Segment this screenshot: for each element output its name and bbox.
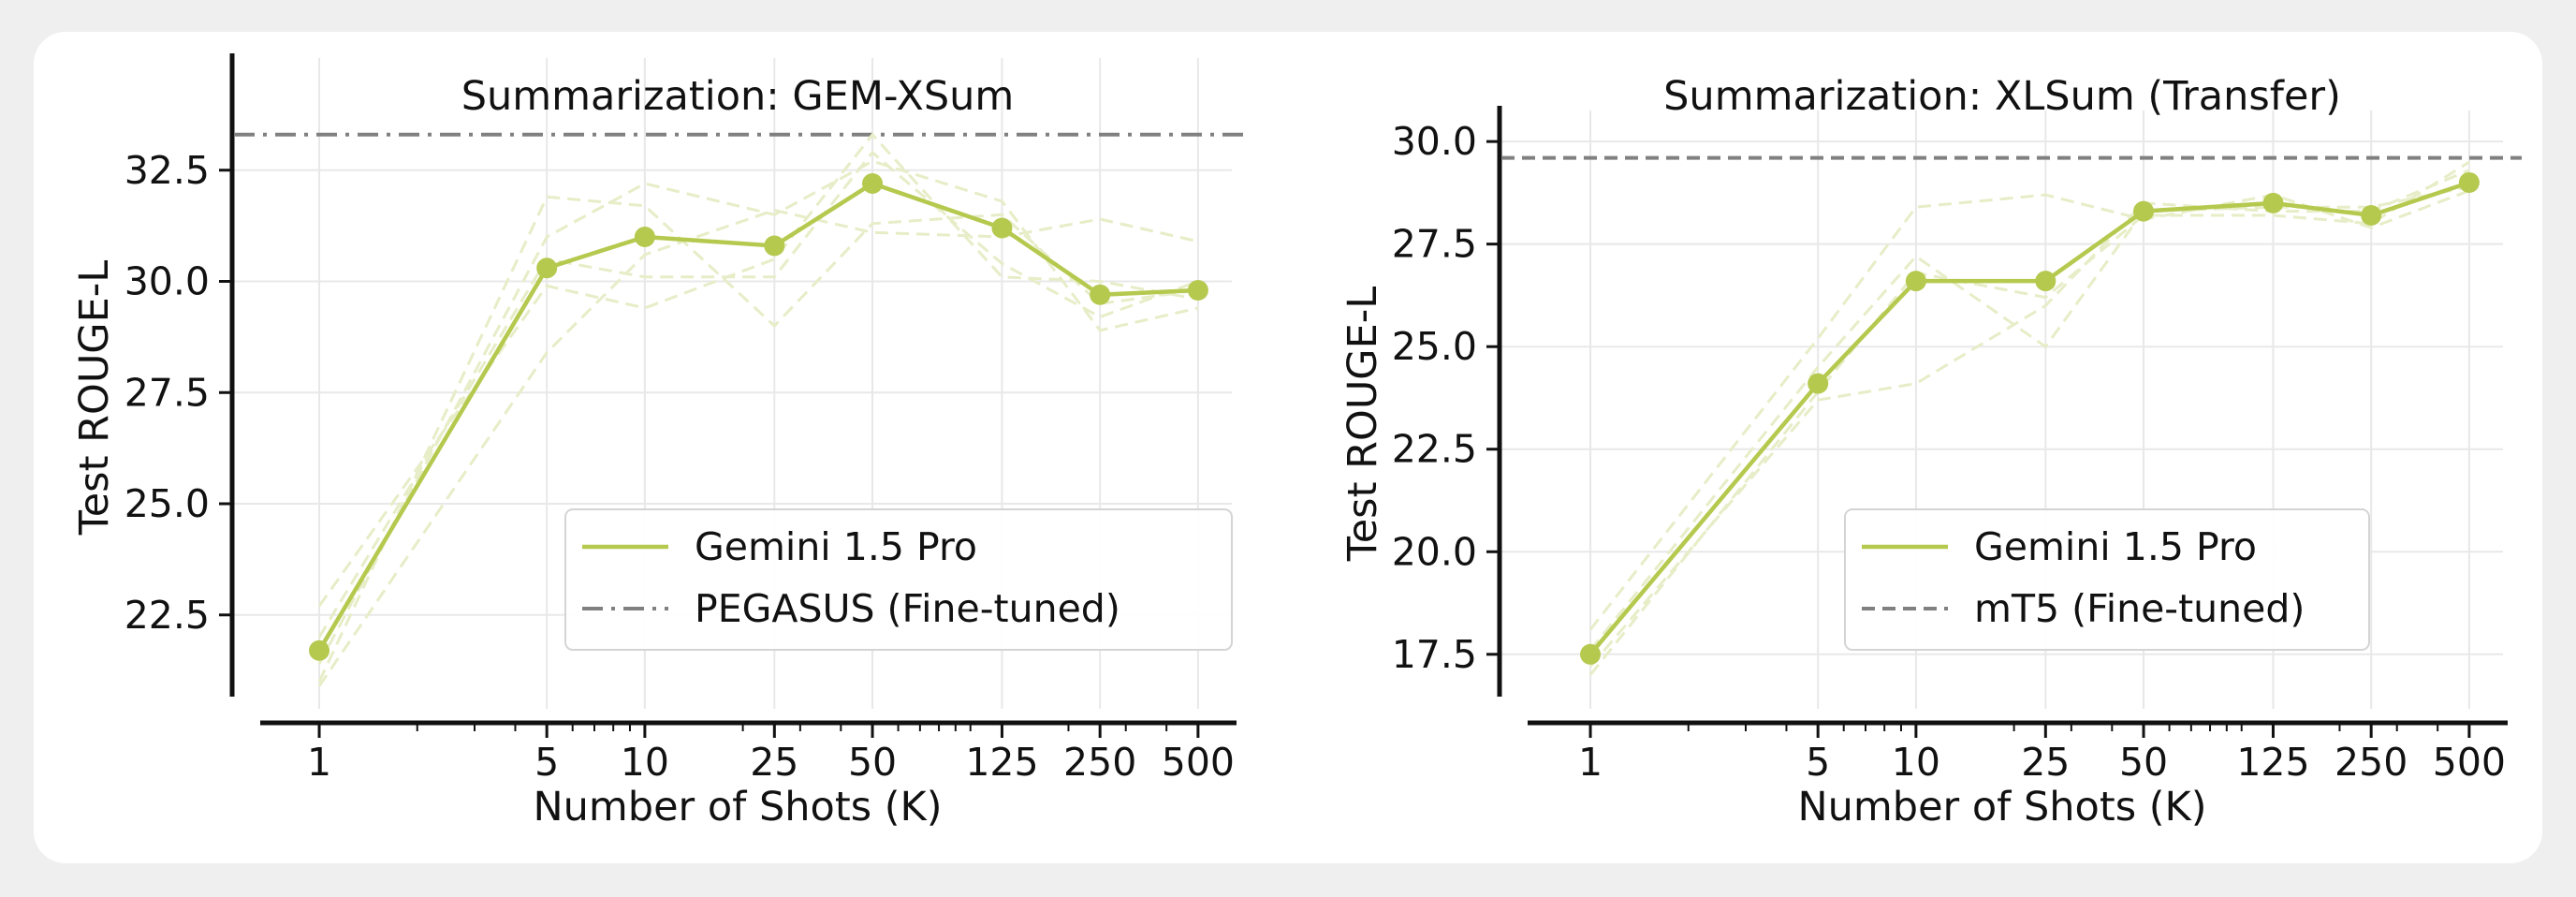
y-tick-label: 25.0	[124, 481, 210, 526]
legend: Gemini 1.5 Pro mT5 (Fine-tuned)	[1844, 508, 2370, 651]
legend-label-reference: mT5 (Fine-tuned)	[1974, 586, 2305, 631]
faint-run-line	[317, 132, 1199, 608]
series-point	[634, 227, 655, 247]
legend-box	[1844, 508, 2370, 651]
y-tick-label: 30.0	[124, 259, 210, 304]
x-tick-label: 10	[621, 740, 669, 785]
series-point	[2262, 192, 2284, 213]
x-tick-label: 25	[750, 740, 798, 785]
y-tick-label: 22.5	[124, 593, 210, 638]
chart-panel-2: 17.5 20.0 22.5 25.0 27.5 30.0 1 5 10 25 50 125 250 50…	[1339, 73, 2522, 831]
x-axis-label: Number of Shots (K)	[533, 784, 942, 831]
series-point	[309, 640, 330, 661]
x-tick-label: 1	[307, 740, 331, 785]
x-axis-label: Number of Shots (K)	[1797, 784, 2206, 831]
series-point	[1580, 643, 1602, 665]
figure-card: 22.5 25.0 27.5 30.0 32.5 1 5 10 25 50 125 250 500 Sum…	[34, 32, 2542, 863]
charts-canvas: 22.525.027.530.032.51 5 10 25 50 125 250 500Sum…	[71, 53, 2522, 831]
x-tick-label: 10	[1892, 740, 1940, 785]
x-tick-label: 250	[2334, 740, 2408, 785]
series-point	[2361, 205, 2382, 227]
x-tick-label: 5	[534, 740, 559, 785]
faint-run-line	[317, 159, 1199, 665]
y-tick-label: 20.0	[1392, 529, 1477, 574]
y-tick-label: 30.0	[1392, 119, 1477, 164]
chart-title: Summarization: GEM-XSum	[461, 73, 1015, 120]
series-point	[2035, 271, 2056, 292]
series-point	[1905, 271, 1926, 292]
y-tick-label: 27.5	[124, 370, 210, 415]
series-point	[862, 173, 884, 194]
legend-label-series: Gemini 1.5 Pro	[1974, 524, 2257, 569]
y-tick-label: 27.5	[1392, 222, 1477, 267]
x-tick-label: 500	[2433, 740, 2506, 785]
y-tick-label: 32.5	[124, 148, 210, 193]
x-tick-label: 5	[1806, 740, 1830, 785]
x-tick-label: 50	[848, 740, 897, 785]
faint-run-line	[1588, 160, 2470, 676]
x-tick-label: 1	[1578, 740, 1603, 785]
x-tick-label: 25	[2021, 740, 2070, 785]
series-point	[2458, 171, 2480, 193]
series-point	[1187, 280, 1208, 301]
series-point	[991, 217, 1013, 239]
x-tick-label: 50	[2119, 740, 2168, 785]
series-point	[1808, 373, 1829, 394]
series-line	[317, 181, 1199, 652]
legend-label-reference: PEGASUS (Fine-tuned)	[695, 586, 1120, 631]
y-tick-label: 17.5	[1392, 632, 1477, 677]
faint-run-line	[317, 208, 1199, 687]
x-tick-label: 125	[2236, 740, 2309, 785]
series-point	[2133, 200, 2155, 222]
faint-run-line	[1588, 184, 2470, 652]
y-axis-label: Test ROUGE-L	[1339, 287, 1386, 563]
y-axis-label: Test ROUGE-L	[71, 260, 118, 537]
legend: Gemini 1.5 Pro PEGASUS (Fine-tuned)	[564, 508, 1233, 651]
series-point	[764, 235, 785, 257]
y-tick-label: 25.0	[1392, 324, 1477, 369]
y-tick-label: 22.5	[1392, 427, 1477, 472]
series-line	[1588, 180, 2470, 656]
legend-label-series: Gemini 1.5 Pro	[695, 524, 977, 569]
series-point	[536, 257, 558, 279]
faint-run-line	[1588, 189, 2470, 631]
chart-panel-1: 22.5 25.0 27.5 30.0 32.5 1 5 10 25 50 125 250 500 Sum…	[71, 53, 1251, 831]
x-tick-label: 125	[965, 740, 1038, 785]
chart-title: Summarization: XLSum (Transfer)	[1663, 73, 2341, 120]
legend-box	[564, 508, 1233, 651]
x-tick-label: 250	[1063, 740, 1136, 785]
x-tick-label: 500	[1162, 740, 1235, 785]
series-point	[1090, 284, 1111, 305]
